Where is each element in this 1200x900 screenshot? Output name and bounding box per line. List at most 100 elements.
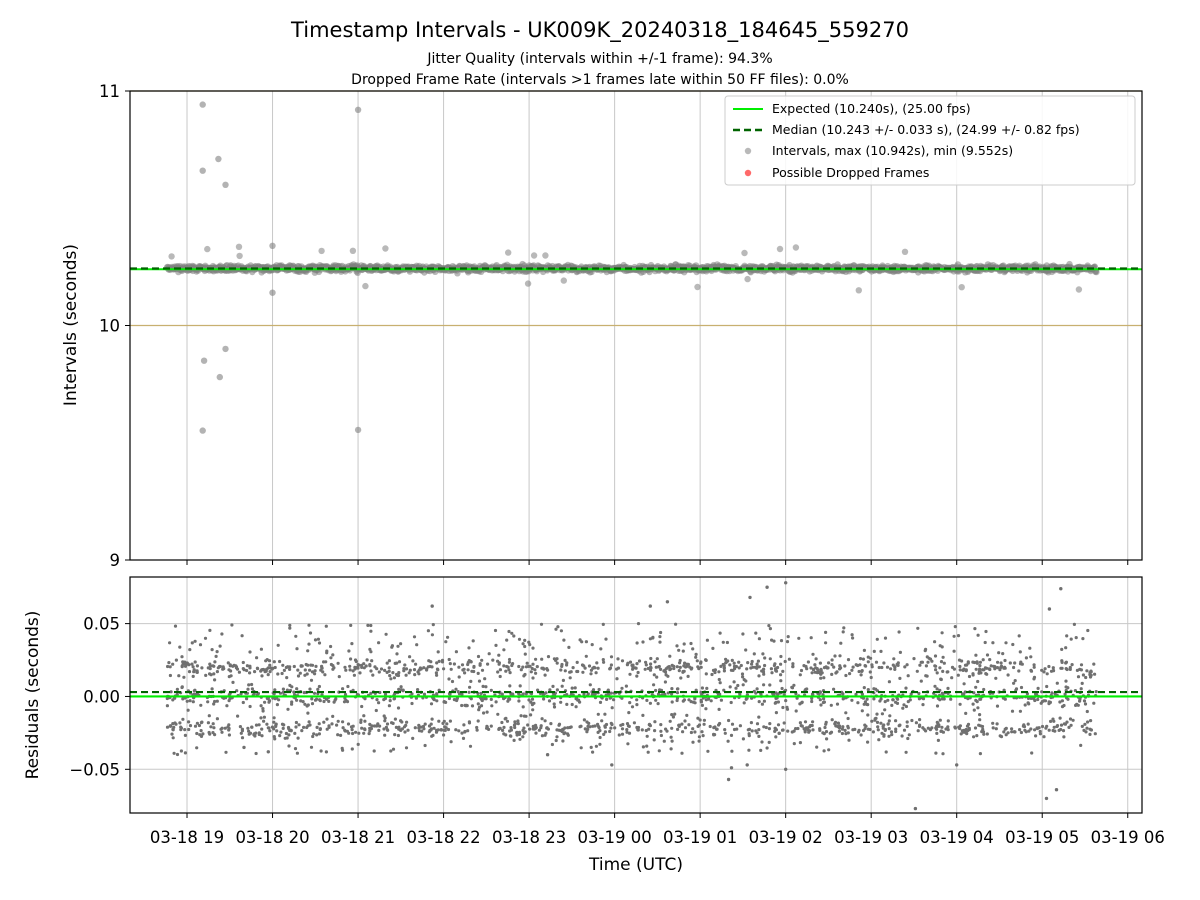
residual-point <box>529 670 533 674</box>
residual-point <box>791 664 795 668</box>
residual-point <box>757 665 762 669</box>
residual-point <box>287 744 291 748</box>
residual-point <box>483 677 487 681</box>
residual-point <box>762 699 767 703</box>
interval-point <box>744 275 751 283</box>
residual-point <box>460 692 464 697</box>
residual-point <box>888 714 892 718</box>
residual-point <box>215 650 219 654</box>
residual-point <box>266 673 270 677</box>
residual-point <box>188 648 192 652</box>
residual-point <box>978 667 982 671</box>
residual-point <box>286 707 290 711</box>
residual-point <box>566 732 570 736</box>
residual-point <box>463 729 467 734</box>
residual-point <box>502 664 506 668</box>
residual-point <box>460 703 464 708</box>
residual-point <box>942 697 946 701</box>
residual-point <box>229 674 233 678</box>
residual-point <box>313 672 317 676</box>
residual-point <box>469 660 473 664</box>
residual-point <box>1081 637 1085 641</box>
residual-point <box>430 734 434 738</box>
residual-point <box>523 638 527 643</box>
residual-point <box>230 623 234 627</box>
residual-point <box>620 727 625 731</box>
residual-point <box>299 699 303 703</box>
residual-point <box>399 642 403 646</box>
residual-point <box>489 697 493 702</box>
residual-point <box>934 664 938 668</box>
residual-point <box>310 702 315 706</box>
residual-point <box>958 668 962 672</box>
residual-point <box>667 665 671 669</box>
residual-point <box>926 660 930 664</box>
residual-point <box>935 727 939 731</box>
residual-point <box>1019 730 1024 735</box>
residual-outlier-point <box>242 745 246 750</box>
residual-point <box>479 704 484 708</box>
residual-point <box>701 734 705 738</box>
residual-point <box>875 712 879 716</box>
residual-point <box>183 733 187 738</box>
residual-point <box>378 724 382 728</box>
legend-dropped-label: Possible Dropped Frames <box>772 165 929 180</box>
residual-point <box>238 725 242 729</box>
residual-point <box>525 661 529 665</box>
residual-point <box>319 668 323 672</box>
chart-subtitle-jitter: Jitter Quality (intervals within +/-1 fr… <box>426 51 772 67</box>
residual-point <box>774 711 779 715</box>
residual-point <box>349 657 353 661</box>
residual-point <box>918 663 922 667</box>
residual-point <box>659 723 663 727</box>
residual-point <box>840 731 845 736</box>
residual-point <box>772 663 777 668</box>
residual-point <box>781 705 785 710</box>
residual-point <box>823 725 827 730</box>
residual-point <box>422 692 427 696</box>
residual-point <box>310 697 314 701</box>
residual-point <box>225 704 229 708</box>
residual-point <box>171 736 175 740</box>
residual-point <box>497 653 501 657</box>
residual-point <box>872 649 876 654</box>
residual-point <box>534 723 538 728</box>
residual-point <box>676 727 680 732</box>
residual-point <box>183 751 187 755</box>
residual-point <box>965 729 970 733</box>
residual-point <box>710 672 714 677</box>
residual-point <box>528 643 532 647</box>
residual-point <box>382 714 386 718</box>
residual-point <box>562 732 566 736</box>
residual-point <box>301 700 305 704</box>
residual-point <box>306 649 310 653</box>
residual-point <box>292 690 296 694</box>
residual-point <box>399 685 403 689</box>
residual-point <box>654 688 658 693</box>
residual-point <box>1079 743 1083 748</box>
residual-point <box>863 723 867 727</box>
residual-point <box>834 671 838 675</box>
residual-point <box>523 644 527 649</box>
residual-point <box>267 726 271 730</box>
residual-point <box>302 725 306 730</box>
residual-point <box>816 668 820 672</box>
residual-point <box>790 686 795 690</box>
residual-point <box>322 720 326 724</box>
residual-point <box>423 722 427 726</box>
residual-point <box>699 661 703 665</box>
residual-point <box>333 698 337 702</box>
residual-point <box>383 668 387 673</box>
residual-point <box>530 666 534 671</box>
residual-point <box>421 724 425 729</box>
residual-point <box>648 701 653 705</box>
residual-point <box>983 640 987 645</box>
residual-point <box>554 738 558 743</box>
residual-point <box>240 736 245 740</box>
residual-point <box>757 674 761 678</box>
residual-point <box>447 657 451 662</box>
residual-point <box>435 667 440 671</box>
residual-point <box>850 668 854 672</box>
residual-point <box>586 727 590 732</box>
residual-point <box>953 726 958 730</box>
